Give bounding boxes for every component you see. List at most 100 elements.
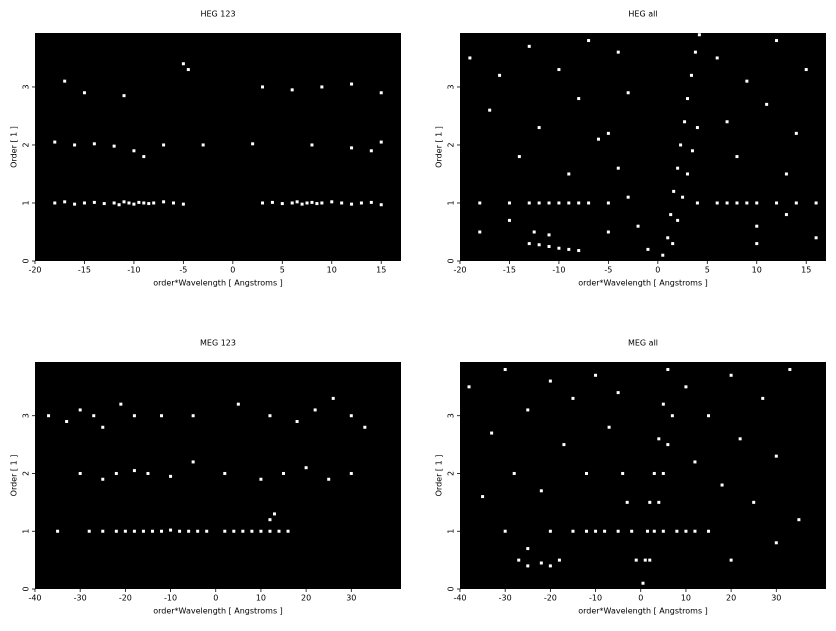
count-pixel [310, 143, 314, 147]
x-tick-label: -10 [552, 266, 565, 275]
count-pixel [259, 477, 263, 481]
count-pixel [122, 200, 126, 204]
count-pixel [681, 195, 685, 199]
count-pixel [280, 202, 284, 206]
count-pixel [571, 529, 575, 533]
count-pixel [201, 143, 205, 147]
y-tick-label: 2 [22, 471, 31, 476]
count-pixel [142, 201, 146, 205]
count-pixel [548, 564, 552, 568]
x-tick-label: 10 [681, 594, 691, 603]
count-pixel [693, 50, 697, 54]
count-pixel [196, 529, 200, 533]
count-pixel [603, 529, 607, 533]
count-pixel [735, 201, 739, 205]
count-pixel [587, 201, 591, 205]
count-pixel [290, 88, 294, 92]
count-pixel [548, 529, 552, 533]
count-pixel [537, 243, 541, 247]
count-pixel [232, 529, 236, 533]
count-pixel [178, 529, 182, 533]
count-pixel [648, 558, 652, 562]
count-pixel [666, 443, 670, 447]
y-tick-label: 1 [447, 200, 456, 205]
count-pixel [117, 203, 121, 207]
count-pixel [181, 202, 185, 206]
count-pixel [745, 201, 749, 205]
count-pixel [735, 155, 739, 159]
count-pixel [223, 529, 227, 533]
count-pixel [101, 425, 105, 429]
count-pixel [340, 201, 344, 205]
count-pixel [259, 529, 263, 533]
count-pixel [251, 142, 255, 146]
x-axis-label: order*Wavelength [ Angstroms ] [153, 607, 283, 616]
x-tick-label: -20 [453, 266, 466, 275]
count-pixel [132, 202, 136, 206]
count-pixel [594, 529, 598, 533]
y-tick-label: 3 [447, 413, 456, 418]
x-tick-label: 20 [301, 594, 311, 603]
count-pixel [557, 201, 561, 205]
x-tick-label: 15 [801, 266, 811, 275]
count-pixel [327, 477, 331, 481]
count-pixel [132, 149, 136, 153]
plot-area [460, 362, 826, 589]
y-tick-label: 2 [447, 471, 456, 476]
count-pixel [643, 558, 647, 562]
count-pixel [804, 68, 808, 72]
count-pixel [657, 500, 661, 504]
count-pixel [137, 200, 141, 204]
count-pixel [695, 201, 699, 205]
count-pixel [101, 529, 105, 533]
count-pixel [123, 529, 127, 533]
count-pixel [752, 500, 756, 504]
count-pixel [101, 477, 105, 481]
count-pixel [467, 385, 471, 389]
count-pixel [78, 471, 82, 475]
x-tick-label: -10 [127, 266, 140, 275]
count-pixel [65, 419, 69, 423]
count-pixel [122, 94, 126, 98]
count-pixel [634, 558, 638, 562]
x-tick-label: 5 [280, 266, 285, 275]
y-axis-label: Order [ 1 ] [435, 126, 444, 168]
count-pixel [526, 564, 530, 568]
count-pixel [331, 396, 335, 400]
count-pixel [626, 91, 630, 95]
count-pixel [277, 529, 281, 533]
count-pixel [755, 242, 759, 246]
x-tick-label: -40 [28, 594, 41, 603]
count-pixel [350, 82, 354, 86]
chart-title: MEG all [628, 339, 658, 348]
count-pixel [587, 39, 591, 43]
count-pixel [223, 471, 227, 475]
count-pixel [775, 39, 779, 43]
x-tick-label: -30 [499, 594, 512, 603]
chart-title: HEG 123 [200, 10, 235, 19]
count-pixel [191, 460, 195, 464]
x-tick-label: 0 [213, 594, 218, 603]
y-tick-label: 3 [22, 84, 31, 89]
count-pixel [282, 471, 286, 475]
x-tick-label: 20 [726, 594, 736, 603]
count-pixel [562, 443, 566, 447]
count-pixel [330, 200, 334, 204]
count-pixel [87, 529, 91, 533]
count-pixel [313, 408, 317, 412]
count-pixel [661, 253, 665, 257]
count-pixel [112, 201, 116, 205]
count-pixel [557, 246, 561, 250]
count-pixel [675, 529, 679, 533]
count-pixel [641, 581, 645, 585]
count-pixel [676, 218, 680, 222]
count-pixel [745, 79, 749, 83]
x-tick-label: 15 [376, 266, 386, 275]
count-pixel [78, 408, 82, 412]
count-pixel [114, 529, 118, 533]
count-pixel [686, 97, 690, 101]
count-pixel [567, 247, 571, 251]
count-pixel [162, 200, 166, 204]
count-pixel [290, 201, 294, 205]
